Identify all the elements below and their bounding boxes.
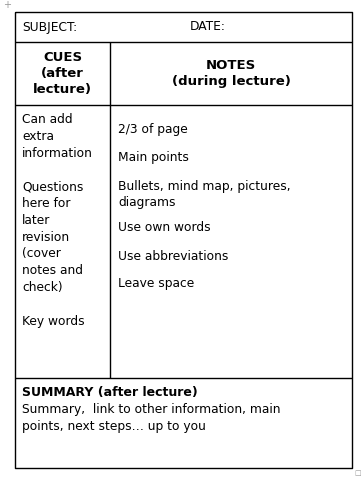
Text: SUMMARY (after lecture): SUMMARY (after lecture) [22, 386, 198, 399]
Text: Main points: Main points [118, 151, 189, 164]
Text: SUBJECT:: SUBJECT: [22, 21, 77, 34]
Text: CUES
(after
lecture): CUES (after lecture) [33, 51, 92, 96]
Text: 2/3 of page: 2/3 of page [118, 123, 188, 136]
Text: □: □ [354, 470, 360, 476]
Text: Use abbreviations: Use abbreviations [118, 250, 228, 263]
Text: Use own words: Use own words [118, 221, 211, 234]
Text: Leave space: Leave space [118, 277, 194, 290]
Text: DATE:: DATE: [190, 21, 226, 34]
Text: +: + [3, 0, 11, 10]
Text: Summary,  link to other information, main
points, next steps… up to you: Summary, link to other information, main… [22, 403, 281, 433]
Text: Can add
extra
information

Questions
here for
later
revision
(cover
notes and
ch: Can add extra information Questions here… [22, 113, 93, 328]
Text: NOTES
(during lecture): NOTES (during lecture) [172, 59, 290, 88]
Text: Bullets, mind map, pictures,
diagrams: Bullets, mind map, pictures, diagrams [118, 180, 291, 209]
